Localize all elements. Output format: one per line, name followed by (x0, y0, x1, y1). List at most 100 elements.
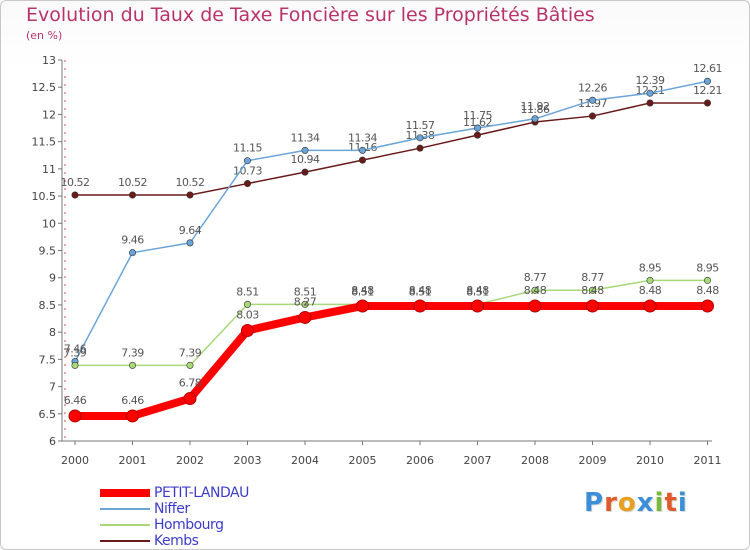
series-line-kembs (75, 102, 708, 196)
data-point-kembs (416, 144, 424, 152)
data-point-hombourg (646, 276, 654, 284)
logo-letter: P (584, 488, 605, 518)
data-point-hombourg (129, 361, 137, 369)
data-label-kembs: 10.52 (118, 176, 147, 189)
legend-label-petit-landau: PETIT-LANDAU (154, 485, 249, 501)
y-tick-label: 11.5 (32, 136, 57, 149)
data-label-kembs: 11.86 (521, 103, 550, 116)
data-point-kembs (71, 191, 79, 199)
legend-item-kembs: Kembs (100, 533, 320, 549)
data-label-petit-landau: 6.78 (179, 377, 202, 390)
data-point-petit-landau (586, 299, 599, 313)
data-point-petit-landau (356, 299, 369, 313)
data-point-petit-landau (183, 392, 197, 406)
data-point-hombourg (531, 286, 539, 294)
data-point-petit-landau (643, 299, 657, 313)
data-point-kembs (301, 168, 309, 176)
data-point-hombourg (186, 361, 194, 369)
x-tick-label: 2003 (234, 454, 262, 467)
logo-letter: i (654, 488, 665, 518)
data-point-petit-landau (413, 299, 427, 313)
data-label-petit-landau: 6.46 (121, 394, 144, 407)
data-label-niffer: 11.57 (406, 119, 435, 132)
legend: PETIT-LANDAU Niffer Hombourg Kembs (100, 485, 320, 549)
data-label-petit-landau: 8.48 (696, 284, 719, 297)
y-tick-label: 9 (49, 272, 56, 285)
data-label-niffer: 11.34 (291, 131, 320, 144)
logo-letter: o (617, 488, 637, 518)
data-label-hombourg: 8.51 (236, 285, 259, 298)
data-label-hombourg: 8.77 (524, 271, 547, 284)
series-line-hombourg (75, 279, 708, 367)
data-label-niffer: 11.34 (348, 131, 377, 144)
x-tick-label: 2000 (61, 454, 89, 467)
data-point-niffer (301, 146, 309, 154)
data-point-hombourg (301, 300, 309, 308)
data-point-hombourg (244, 300, 252, 308)
data-point-kembs (244, 180, 252, 188)
legend-label-niffer: Niffer (154, 501, 190, 517)
logo-letter: i (677, 488, 688, 518)
data-point-niffer (588, 96, 596, 104)
data-point-niffer (646, 89, 654, 97)
data-point-petit-landau (298, 310, 312, 324)
data-label-hombourg: 8.51 (466, 285, 489, 298)
data-point-niffer (703, 77, 711, 85)
data-point-niffer (416, 134, 424, 142)
data-label-petit-landau: 8.03 (236, 309, 259, 322)
chart-subtitle: (en %) (26, 29, 63, 42)
data-label-hombourg: 7.39 (121, 346, 144, 359)
series-line-niffer (74, 80, 708, 362)
legend-swatch-niffer (100, 508, 150, 510)
legend-label-hombourg: Hombourg (154, 517, 224, 533)
x-tick-label: 2004 (291, 454, 319, 467)
y-tick-label: 10 (42, 217, 56, 230)
legend-item-petit-landau: PETIT-LANDAU (100, 485, 320, 501)
data-point-niffer (129, 249, 137, 257)
y-tick-label: 8 (49, 326, 56, 339)
data-point-kembs (473, 131, 481, 139)
y-tick-label: 8.5 (39, 299, 57, 312)
data-label-hombourg: 8.51 (409, 285, 432, 298)
data-point-niffer (358, 146, 366, 154)
y-tick-label: 9.5 (39, 245, 57, 258)
y-tick-label: 10.5 (32, 190, 57, 203)
data-label-petit-landau: 8.27 (294, 295, 317, 308)
data-label-kembs: 10.73 (233, 165, 262, 178)
data-label-hombourg: 8.95 (696, 261, 719, 274)
data-label-niffer: 12.39 (636, 74, 665, 87)
data-point-hombourg (703, 276, 711, 284)
data-label-kembs: 11.62 (463, 116, 492, 129)
x-tick-label: 2001 (119, 454, 147, 467)
y-tick-label: 6 (49, 435, 56, 448)
data-point-petit-landau (241, 324, 254, 338)
logo-letter: t (664, 488, 678, 518)
data-label-petit-landau: 8.48 (639, 284, 662, 297)
series-line-petit-landau (75, 302, 708, 420)
y-tick-label: 11 (42, 163, 56, 176)
data-label-hombourg: 8.51 (294, 285, 317, 298)
data-point-hombourg (588, 286, 596, 294)
data-label-niffer: 7.46 (64, 343, 87, 356)
data-label-hombourg: 7.39 (64, 346, 87, 359)
data-label-petit-landau: 8.48 (581, 284, 604, 297)
y-tick-label: 12.5 (32, 81, 57, 94)
data-label-niffer: 12.26 (578, 81, 607, 94)
x-tick-label: 2007 (464, 454, 492, 467)
data-point-niffer (531, 115, 539, 123)
data-label-hombourg: 8.77 (581, 271, 604, 284)
y-tick-label: 6.5 (39, 408, 57, 421)
data-label-kembs: 10.52 (61, 176, 90, 189)
proxiti-logo: Proxiti (584, 488, 688, 518)
data-label-niffer: 9.46 (121, 234, 144, 247)
x-tick-label: 2011 (694, 454, 722, 467)
data-point-petit-landau (471, 299, 484, 313)
data-point-kembs (588, 112, 596, 120)
x-tick-label: 2008 (521, 454, 549, 467)
x-tick-label: 2002 (176, 454, 204, 467)
data-label-niffer: 11.92 (521, 100, 550, 113)
data-point-kembs (129, 191, 137, 199)
chart-title: Evolution du Taux de Taxe Foncière sur l… (26, 4, 595, 26)
data-label-hombourg: 8.95 (639, 261, 662, 274)
